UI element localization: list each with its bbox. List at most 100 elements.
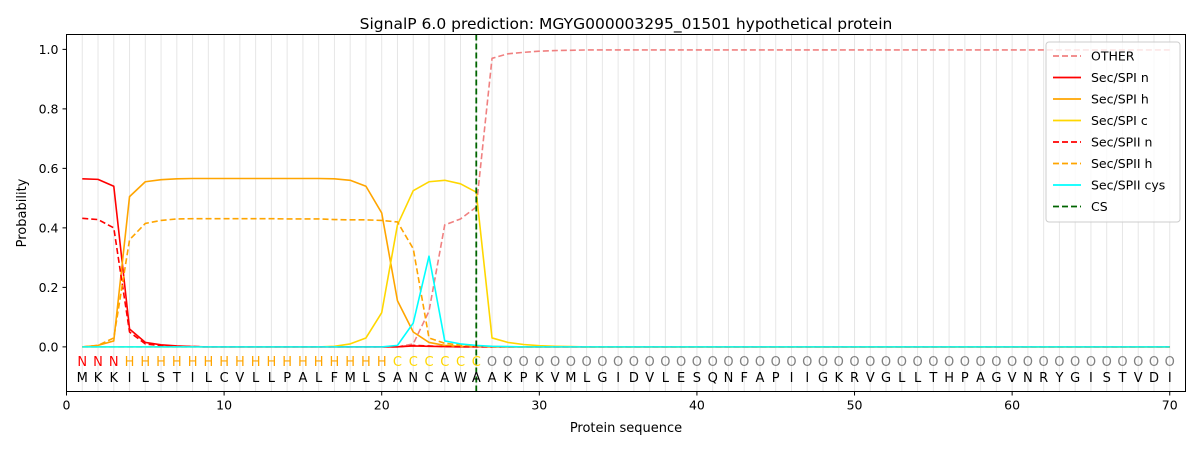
x-axis-ticks: 0 10 20 30 40 50 60 70 [63, 391, 1178, 413]
residue-label: L [914, 371, 922, 386]
legend-label: CS [1091, 199, 1108, 214]
residue-label: A [976, 371, 985, 386]
region-label: H [282, 355, 292, 370]
region-label: O [1133, 355, 1143, 370]
residue-label: L [268, 371, 276, 386]
region-label: O [928, 355, 938, 370]
region-label: O [692, 355, 702, 370]
x-tick-label: 30 [531, 398, 547, 413]
residue-label: S [1103, 371, 1111, 386]
x-tick-label: 60 [1004, 398, 1020, 413]
region-label: O [723, 355, 733, 370]
region-label: O [960, 355, 970, 370]
residue-label: M [565, 371, 576, 386]
region-label: C [424, 355, 433, 370]
region-label: O [1117, 355, 1127, 370]
region-label: O [597, 355, 607, 370]
residue-label: N [408, 371, 418, 386]
x-tick-label: 40 [689, 398, 705, 413]
residue-label: G [881, 371, 891, 386]
residue-label: I [805, 371, 809, 386]
series-line [82, 179, 1170, 348]
region-label: C [409, 355, 418, 370]
region-label: C [440, 355, 449, 370]
region-label: O [1086, 355, 1096, 370]
legend-label: Sec/SPII cys [1091, 178, 1165, 193]
region-label: O [645, 355, 655, 370]
region-label: H [235, 355, 245, 370]
region-label: C [472, 355, 481, 370]
residue-label: A [393, 371, 402, 386]
region-label: O [566, 355, 576, 370]
y-axis-label: Probability [15, 178, 30, 247]
region-label: O [629, 355, 639, 370]
residue-label: I [1168, 371, 1172, 386]
residue-label: V [551, 371, 560, 386]
series-line [82, 217, 1170, 348]
residue-label: R [1039, 371, 1048, 386]
residue-label: K [504, 371, 513, 386]
series-line [82, 49, 1170, 348]
residue-label: E [677, 371, 685, 386]
region-label: H [345, 355, 355, 370]
series-layer [82, 49, 1170, 348]
residue-label: C [424, 371, 433, 386]
residue-label: G [597, 371, 607, 386]
residue-label: T [1117, 371, 1126, 386]
region-label: C [456, 355, 465, 370]
region-label: O [1070, 355, 1080, 370]
region-label: O [534, 355, 544, 370]
region-label: O [660, 355, 670, 370]
residue-label: K [535, 371, 544, 386]
legend-box [1045, 41, 1181, 223]
region-label: O [708, 355, 718, 370]
residue-label: V [1008, 371, 1017, 386]
region-label: O [849, 355, 859, 370]
legend-label: Sec/SPII h [1091, 156, 1152, 171]
region-label: H [298, 355, 308, 370]
region-label: N [77, 355, 87, 370]
residue-label: F [740, 371, 747, 386]
residue-label: T [172, 371, 181, 386]
residue-label: L [898, 371, 906, 386]
legend-label: Sec/SPI h [1091, 92, 1149, 107]
y-tick-label: 0.2 [39, 280, 59, 295]
residue-label: V [235, 371, 244, 386]
residue-label: L [315, 371, 323, 386]
region-label: O [802, 355, 812, 370]
residue-label: M [77, 371, 88, 386]
residue-label: A [488, 371, 497, 386]
residue-label: V [1134, 371, 1143, 386]
residue-label: Y [1054, 371, 1063, 386]
residue-label: L [205, 371, 213, 386]
region-label: O [1102, 355, 1112, 370]
residue-label: L [362, 371, 370, 386]
residue-label: L [583, 371, 591, 386]
legend-label: Sec/SPI n [1091, 70, 1149, 85]
region-label: O [1007, 355, 1017, 370]
residue-label: L [252, 371, 260, 386]
residue-label: I [128, 371, 132, 386]
residue-label: A [472, 371, 481, 386]
region-label: O [581, 355, 591, 370]
legend-label: OTHER [1091, 49, 1135, 64]
residue-label: N [1023, 371, 1033, 386]
residue-label: G [991, 371, 1001, 386]
x-tick-label: 20 [374, 398, 390, 413]
region-label: H [156, 355, 166, 370]
residue-label: I [1089, 371, 1093, 386]
series-line [82, 177, 1170, 348]
residue-label: K [110, 371, 119, 386]
residue-label: S [378, 371, 386, 386]
residue-label: D [1149, 371, 1159, 386]
region-label: O [865, 355, 875, 370]
region-label: O [676, 355, 686, 370]
series-line [82, 177, 1170, 348]
region-label: O [975, 355, 985, 370]
residue-label: S [693, 371, 701, 386]
y-axis-ticks: 0.0 0.2 0.4 0.6 0.8 1.0 [39, 42, 67, 354]
y-tick-label: 0.8 [39, 101, 59, 116]
residue-label: P [283, 371, 291, 386]
region-label: N [109, 355, 119, 370]
